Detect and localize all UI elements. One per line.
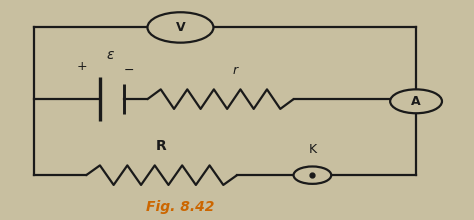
Text: A: A xyxy=(411,95,421,108)
Circle shape xyxy=(147,12,213,43)
Text: R: R xyxy=(156,139,167,153)
Circle shape xyxy=(390,89,442,113)
Text: +: + xyxy=(76,60,87,73)
Circle shape xyxy=(293,167,331,184)
Text: K: K xyxy=(308,143,317,156)
Text: Fig. 8.42: Fig. 8.42 xyxy=(146,200,215,214)
Text: −: − xyxy=(123,64,134,77)
Text: r: r xyxy=(232,64,237,77)
Text: V: V xyxy=(176,21,185,34)
Text: ε: ε xyxy=(106,48,113,62)
